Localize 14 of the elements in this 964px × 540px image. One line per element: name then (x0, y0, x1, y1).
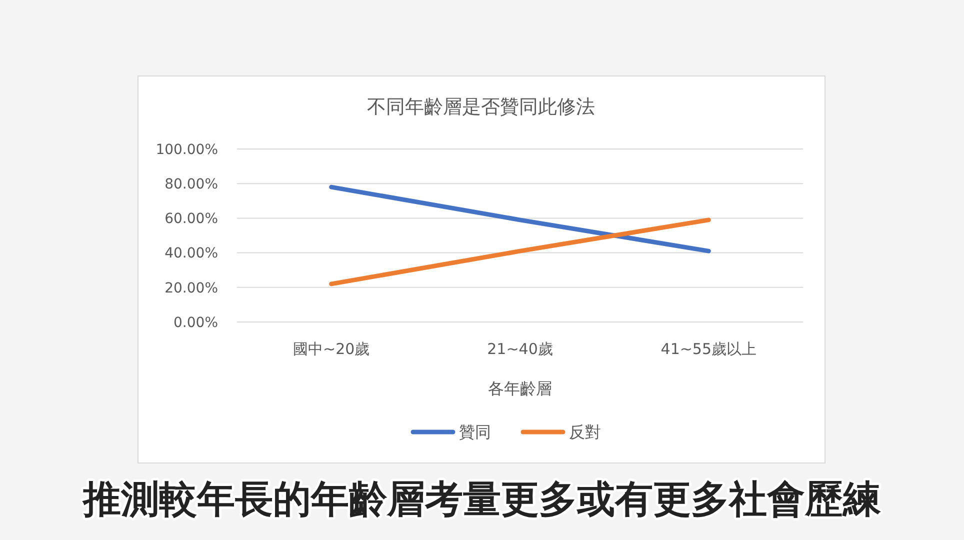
x-tick-label: 國中~20歲 (293, 340, 370, 358)
text: 推測較年長的年齡層考量更多或有更多社會歷練 (82, 477, 881, 521)
y-tick-label: 0.00% (174, 314, 218, 331)
y-tick-label: 100.00% (156, 142, 218, 158)
legend-label: 贊同 (459, 422, 491, 442)
y-tick-label: 40.00% (164, 246, 218, 262)
y-tick-label: 60.00% (164, 211, 218, 228)
chart-title: 不同年齡層是否贊同此修法 (367, 96, 595, 118)
legend-label: 反對 (569, 422, 601, 442)
y-tick-label: 20.00% (164, 280, 218, 296)
x-axis-title: 各年齡層 (488, 379, 552, 398)
x-tick-label: 21~40歲 (487, 340, 553, 358)
y-tick-label: 80.00% (164, 176, 218, 192)
x-tick-label: 41~55歲以上 (660, 340, 757, 358)
